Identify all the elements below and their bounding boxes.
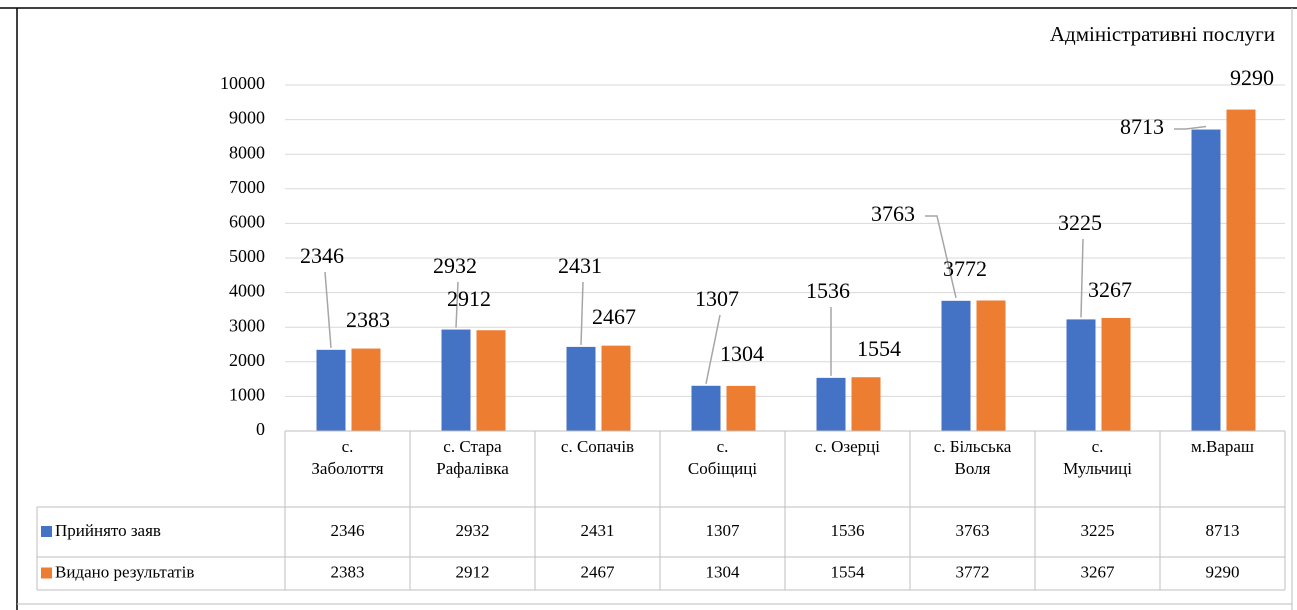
leader-line [705,314,721,384]
table-value: 1304 [706,562,741,581]
data-label: 2932 [433,253,477,278]
category-label: м.Вараш [1160,436,1285,506]
bar [476,330,506,431]
bar [566,346,596,431]
y-tick-label: 7000 [229,177,265,197]
y-tick-label: 0 [256,419,265,439]
category-text: м.Вараш [1190,437,1255,456]
bar [691,385,721,431]
bar [1191,129,1221,431]
category-text: с. Собіщиці [687,437,758,478]
table-value: 2431 [581,521,615,540]
bar [601,345,631,431]
leader-line [925,215,957,298]
data-label: 9290 [1230,65,1274,90]
bar [1226,109,1256,431]
category-label: с. Сопачів [535,436,660,506]
bar [1066,319,1096,431]
leader-line [324,271,332,348]
bar [851,377,881,431]
table-value: 3267 [1081,562,1116,581]
bar [976,300,1006,431]
data-label: 3763 [871,201,915,226]
table-value: 2467 [581,562,616,581]
category-text: с. Сопачів [560,437,635,456]
y-tick-label: 3000 [229,315,265,335]
data-label: 1536 [806,278,850,303]
table-value: 1307 [706,521,741,540]
category-text: с. Стара Рафалівка [436,437,509,478]
bar [1101,317,1131,431]
data-label: 2467 [592,304,636,329]
table-value: 8713 [1206,521,1240,540]
table-value: 1536 [831,521,865,540]
data-label: 1307 [695,286,739,311]
table-value: 2383 [331,562,365,581]
data-label: 2346 [300,243,344,268]
data-label: 2383 [346,307,390,332]
category-text: с. Озерці [815,437,880,456]
y-tick-label: 9000 [229,108,265,128]
bar [441,329,471,431]
y-tick-label: 6000 [229,212,265,232]
bar [316,349,346,431]
data-label: 1554 [857,336,901,361]
data-label: 3772 [943,256,987,281]
category-label: с. Озерці [785,436,910,506]
table-value: 3225 [1081,521,1115,540]
category-label: с. Собіщиці [660,436,785,506]
category-label: с. Більська Воля [910,436,1035,506]
y-tick-label: 8000 [229,142,265,162]
leader-line [1174,125,1207,130]
leader-line [580,281,584,345]
table-value: 1554 [831,562,866,581]
legend-swatch [41,567,52,579]
y-tick-label: 10000 [220,73,265,93]
y-tick-label: 2000 [229,350,265,370]
legend-swatch [41,526,52,537]
table-value: 2932 [456,521,490,540]
bar [351,348,381,431]
category-text: с. Більська Воля [933,437,1012,478]
y-tick-label: 5000 [229,246,265,266]
category-text: с. Заболоття [311,437,384,478]
data-label: 3225 [1058,210,1102,235]
category-label: с. Стара Рафалівка [410,436,535,506]
category-label: с. Заболоття [285,436,410,506]
legend-label: Прийнято заяв [55,521,161,540]
data-label: 2912 [447,286,491,311]
leader-line [1080,238,1084,318]
bar [816,377,846,431]
table-value: 3772 [956,562,990,581]
data-label: 2431 [558,253,602,278]
y-tick-label: 4000 [229,281,265,301]
table-value: 3763 [956,521,990,540]
data-label: 8713 [1120,114,1164,139]
data-label: 3267 [1088,277,1132,302]
data-label: 1304 [720,341,764,366]
leader-line [455,281,459,328]
legend-label: Видано результатів [55,562,194,581]
category-label: с. Мульчиці [1035,436,1160,506]
table-value: 2346 [331,521,365,540]
y-tick-label: 1000 [229,385,265,405]
table-value: 2912 [456,562,490,581]
category-text: с. Мульчиці [1063,437,1132,478]
chart-title: Адміністративні послуги [1050,22,1275,46]
bar [941,300,971,431]
bar [726,385,756,431]
table-value: 9290 [1206,562,1240,581]
